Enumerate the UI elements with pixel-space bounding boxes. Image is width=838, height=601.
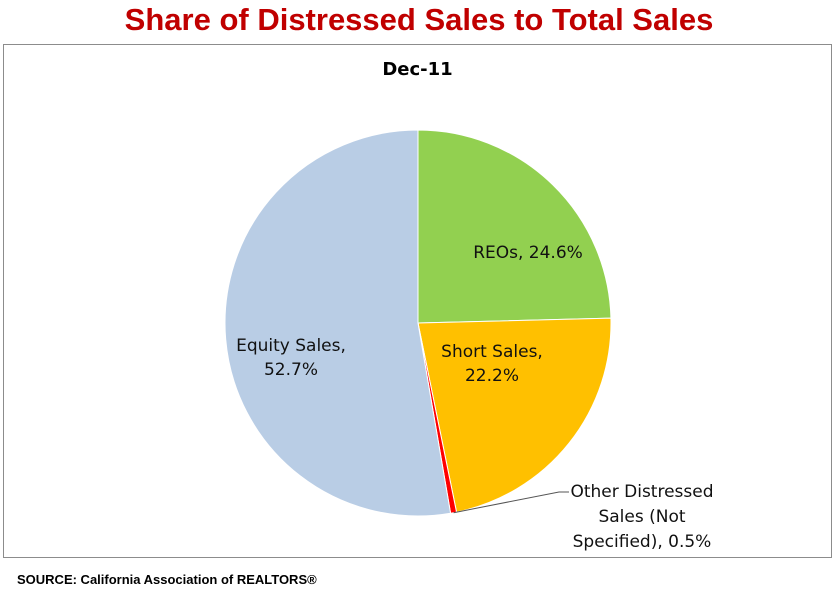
chart-title: Share of Distressed Sales to Total Sales: [124, 2, 714, 37]
data-label-equity-sales: Equity Sales, 52.7%: [236, 336, 346, 380]
chart-area: Dec-11 REOs, 24.6% Short Sales, 22.2% Other…: [3, 44, 832, 558]
data-label-other-distressed-sales-not-specified: Other Distressed Sales (Not Specified), 0.…: [570, 482, 713, 552]
pie-slice-short-sales: [417, 317, 612, 513]
data-label-reos: REOs, 24.6%: [473, 243, 583, 263]
source-note: SOURCE: California Association of REALTO…: [17, 572, 317, 587]
leader-line: [453, 491, 569, 514]
data-label-short-sales: Short Sales, 22.2%: [441, 342, 543, 386]
pie-slice-equity-sales: [224, 129, 452, 517]
pie-slice-reos: [417, 129, 612, 324]
chart-subtitle: Dec-11: [382, 59, 453, 80]
pie-chart: REOs, 24.6% Short Sales, 22.2% Other Distre…: [224, 129, 714, 552]
